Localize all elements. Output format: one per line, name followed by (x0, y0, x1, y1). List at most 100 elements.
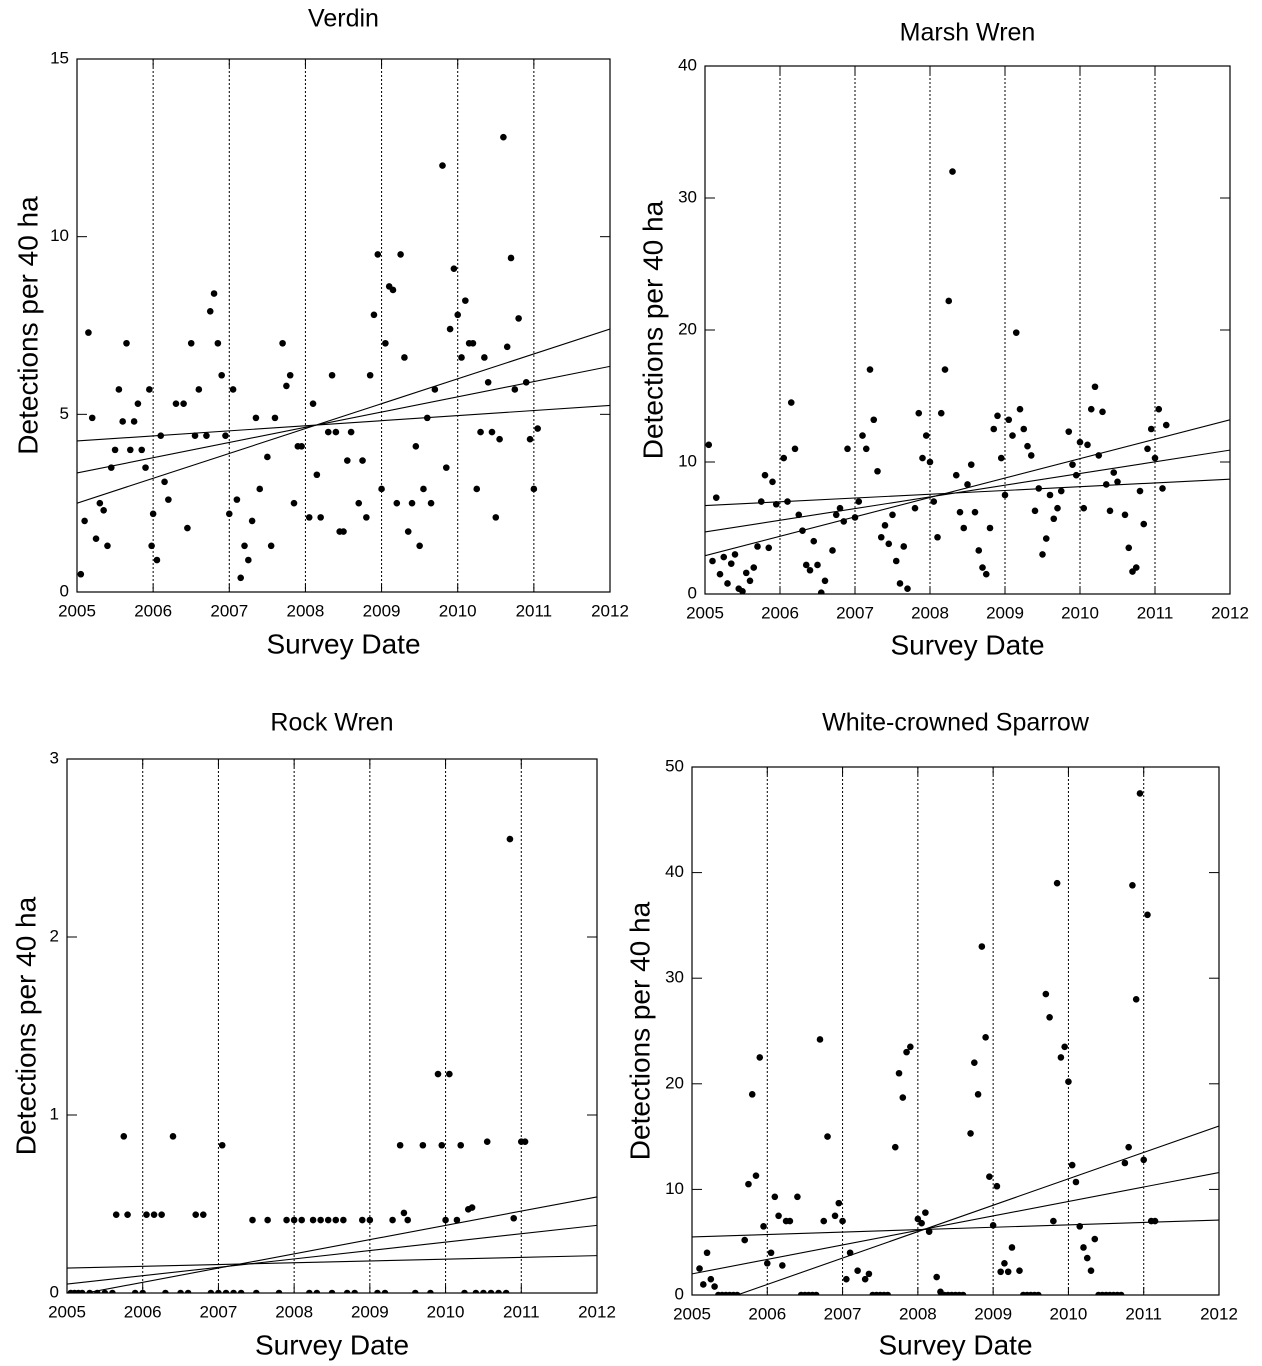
data-point (1151, 454, 1159, 462)
data-point (115, 386, 123, 393)
data-point (960, 524, 968, 532)
data-point (419, 1141, 427, 1149)
trend-line (77, 404, 610, 442)
y-tick-label: 3 (50, 748, 59, 767)
data-point (914, 1215, 922, 1223)
data-point (502, 1289, 510, 1293)
data-point (757, 498, 765, 505)
data-point (328, 371, 336, 379)
y-tick-label: 30 (678, 187, 697, 206)
x-tick-label: 2011 (1125, 1304, 1162, 1323)
data-point (506, 835, 514, 843)
data-point (472, 1289, 480, 1293)
data-point (412, 443, 420, 450)
data-point (150, 1211, 158, 1218)
x-axis-label: Survey Date (878, 1329, 1032, 1360)
x-tick-label: 2006 (761, 603, 799, 622)
data-point (363, 514, 370, 521)
plot-frame (704, 65, 1231, 595)
data-point (252, 1289, 260, 1293)
data-point (165, 496, 172, 503)
data-point (1159, 485, 1166, 492)
data-point (1065, 1078, 1072, 1085)
data-point (775, 1212, 782, 1220)
data-point (814, 561, 821, 569)
x-tick-label: 2008 (911, 603, 949, 622)
data-point (895, 1069, 903, 1077)
data-point (404, 528, 412, 535)
data-point (283, 382, 290, 390)
data-point (919, 454, 926, 462)
data-point (711, 1283, 718, 1290)
data-point (1068, 1161, 1076, 1169)
data-point (427, 1289, 434, 1293)
data-point (911, 504, 919, 512)
data-point (865, 1270, 873, 1278)
data-point (120, 1133, 128, 1140)
data-point (907, 1043, 914, 1051)
data-point (1087, 405, 1095, 413)
data-point (1136, 790, 1144, 797)
data-point (271, 414, 279, 422)
data-point (487, 1289, 495, 1293)
y-tick-label: 30 (665, 968, 684, 987)
data-point (191, 432, 199, 439)
data-point (469, 339, 477, 347)
data-point (727, 560, 735, 567)
data-point (915, 409, 923, 417)
x-axis-label: Survey Date (890, 629, 1044, 660)
data-point (88, 414, 96, 422)
data-point (521, 1138, 529, 1145)
data-point (967, 461, 975, 468)
data-point (1132, 564, 1140, 571)
data-point (1147, 425, 1155, 433)
data-point (866, 366, 874, 373)
data-point (317, 514, 324, 521)
data-point (982, 570, 990, 578)
data-point (971, 1059, 978, 1066)
data-point (767, 1249, 775, 1257)
data-point (885, 540, 893, 548)
data-point (949, 168, 956, 175)
data-point (748, 1091, 756, 1098)
data-point (896, 580, 904, 587)
data-point (745, 1180, 752, 1188)
data-point (366, 371, 374, 379)
data-point (131, 1289, 139, 1293)
data-point (153, 556, 161, 564)
data-point (1072, 1178, 1080, 1186)
plot-frame (76, 58, 611, 593)
data-point (1053, 879, 1061, 887)
data-point (997, 1268, 1004, 1276)
data-point (925, 1228, 933, 1235)
x-tick-label: 2005 (58, 601, 96, 620)
data-point (138, 446, 146, 454)
data-point (1125, 1143, 1132, 1151)
data-point (836, 504, 844, 512)
data-point (742, 569, 750, 577)
data-point (746, 577, 754, 585)
data-point (143, 1211, 150, 1218)
y-tick-label: 40 (678, 55, 697, 74)
data-point (526, 435, 534, 443)
data-point (434, 1070, 442, 1078)
data-point (760, 1223, 767, 1230)
data-point (1054, 504, 1061, 512)
data-point (787, 399, 795, 406)
data-point (1117, 1291, 1125, 1295)
data-point (990, 425, 998, 433)
data-point (442, 464, 450, 471)
data-point (707, 1275, 715, 1283)
data-point (1125, 544, 1133, 552)
data-point (355, 499, 363, 507)
data-point (142, 464, 149, 471)
data-point (904, 585, 911, 593)
chart-title: Marsh Wren (900, 19, 1036, 47)
data-point (1016, 405, 1024, 413)
data-point (1121, 511, 1129, 519)
data-point (934, 533, 941, 541)
data-point (1005, 416, 1013, 424)
data-point (1144, 911, 1151, 919)
data-point (252, 414, 260, 422)
y-axis-label: Detections per 40 ha (12, 196, 43, 455)
